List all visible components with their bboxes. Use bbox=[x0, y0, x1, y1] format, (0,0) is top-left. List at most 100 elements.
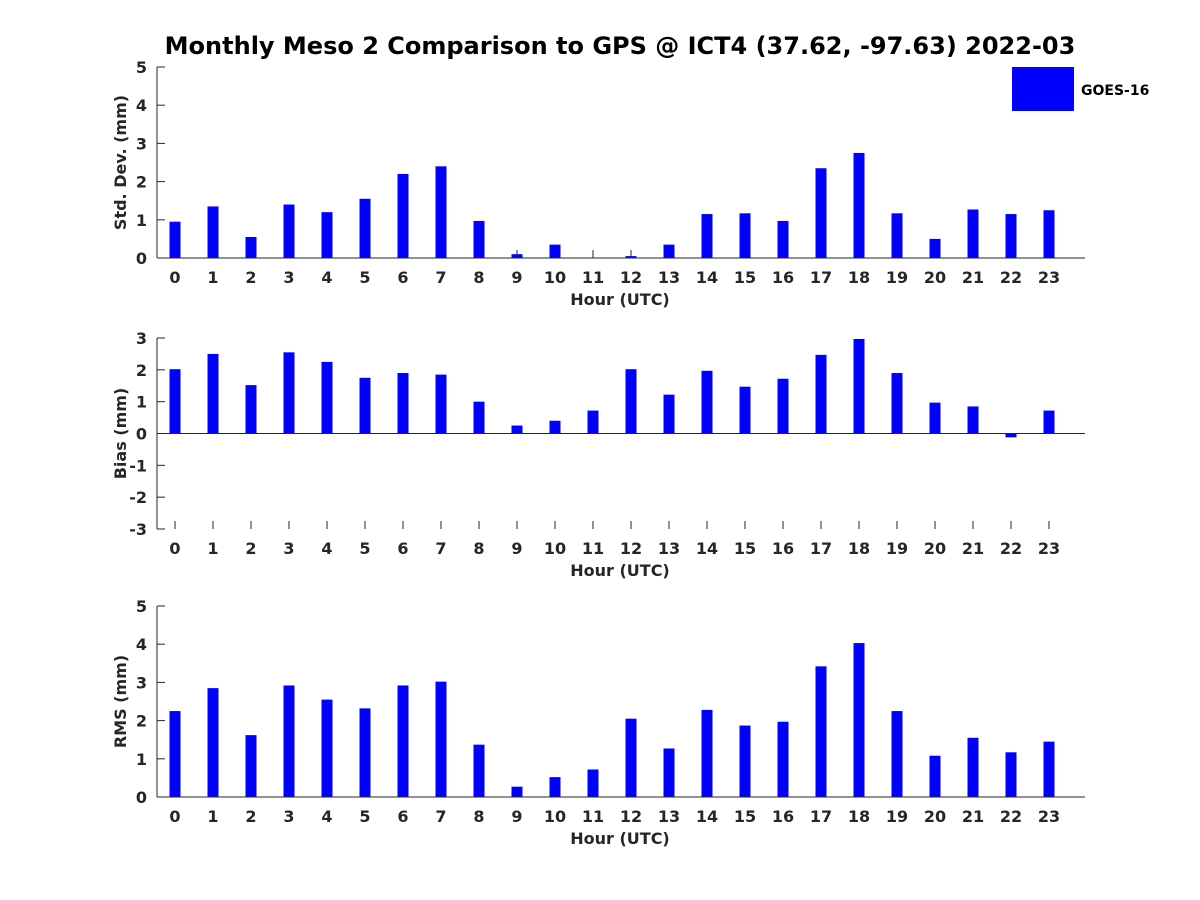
rms-y-axis-label: RMS (mm) bbox=[111, 655, 130, 748]
std-dev-bar-hour-16 bbox=[777, 220, 789, 258]
rms-bar-hour-13 bbox=[663, 748, 675, 797]
std-dev-bar-hour-14 bbox=[701, 214, 713, 258]
bias-xtick-label: 12 bbox=[620, 539, 642, 558]
rms-xtick-label: 10 bbox=[544, 807, 566, 826]
rms-bar-hour-12 bbox=[625, 718, 637, 797]
bias-xtick-label: 23 bbox=[1038, 539, 1060, 558]
std-dev-xtick-label: 2 bbox=[245, 268, 256, 287]
bias-xtick-label: 19 bbox=[886, 539, 908, 558]
rms-xtick-label: 2 bbox=[245, 807, 256, 826]
rms-bar-hour-20 bbox=[929, 755, 941, 797]
bias-bar-hour-2 bbox=[245, 385, 257, 434]
bias-bar-hour-11 bbox=[587, 410, 599, 434]
std-dev-xtick-label: 9 bbox=[511, 268, 522, 287]
rms-xtick-label: 23 bbox=[1038, 807, 1060, 826]
std-dev-xtick-label: 14 bbox=[696, 268, 718, 287]
bias-bar-hour-22 bbox=[1005, 433, 1017, 438]
std-dev-bar-hour-15 bbox=[739, 213, 751, 258]
std-dev-xtick-label: 1 bbox=[207, 268, 218, 287]
rms-bar-hour-11 bbox=[587, 769, 599, 797]
bias-xtick-label: 2 bbox=[245, 539, 256, 558]
rms-ytick-label: 3 bbox=[136, 673, 147, 692]
bias-bar-hour-8 bbox=[473, 401, 485, 434]
std-dev-bar-hour-3 bbox=[283, 204, 295, 258]
std-dev-xtick-label: 16 bbox=[772, 268, 794, 287]
bias-xtick-label: 13 bbox=[658, 539, 680, 558]
rms-bar-hour-21 bbox=[967, 737, 979, 797]
std-dev-bar-hour-21 bbox=[967, 209, 979, 258]
bias-bar-hour-10 bbox=[549, 420, 561, 434]
std-dev-ytick-label: 3 bbox=[136, 134, 147, 153]
rms-bar-hour-9 bbox=[511, 786, 523, 797]
bias-bar-hour-15 bbox=[739, 386, 751, 434]
bias-bar-hour-16 bbox=[777, 378, 789, 434]
rms-xtick-label: 1 bbox=[207, 807, 218, 826]
std-dev-xtick-label: 23 bbox=[1038, 268, 1060, 287]
rms-xtick-label: 17 bbox=[810, 807, 832, 826]
std-dev-y-axis-label: Std. Dev. (mm) bbox=[111, 95, 130, 230]
bias-xtick-label: 11 bbox=[582, 539, 604, 558]
bias-xtick-label: 6 bbox=[397, 539, 408, 558]
rms-bar-hour-18 bbox=[853, 643, 865, 797]
bias-xtick-label: 10 bbox=[544, 539, 566, 558]
legend-swatch-goes-16 bbox=[1012, 67, 1074, 111]
rms-xtick-label: 15 bbox=[734, 807, 756, 826]
std-dev-xtick-label: 11 bbox=[582, 268, 604, 287]
std-dev-xtick-label: 6 bbox=[397, 268, 408, 287]
bias-bar-hour-6 bbox=[397, 373, 409, 434]
bias-xtick-label: 7 bbox=[435, 539, 446, 558]
std-dev-bar-hour-6 bbox=[397, 173, 409, 258]
bias-ytick-label: 1 bbox=[136, 393, 147, 412]
std-dev-xtick-label: 7 bbox=[435, 268, 446, 287]
bias-ytick-label: 0 bbox=[136, 425, 147, 444]
rms-bar-hour-19 bbox=[891, 711, 903, 797]
bias-x-axis-label: Hour (UTC) bbox=[570, 561, 670, 580]
bias-bar-hour-19 bbox=[891, 373, 903, 434]
legend-label-goes-16: GOES-16 bbox=[1081, 83, 1149, 99]
std-dev-bar-hour-0 bbox=[169, 221, 181, 258]
bias-bar-hour-13 bbox=[663, 394, 675, 434]
std-dev-xtick-label: 15 bbox=[734, 268, 756, 287]
bias-bar-hour-1 bbox=[207, 353, 219, 434]
bias-xtick-label: 0 bbox=[169, 539, 180, 558]
std-dev-bar-hour-8 bbox=[473, 220, 485, 258]
bias-xtick-label: 3 bbox=[283, 539, 294, 558]
bias-xtick-label: 16 bbox=[772, 539, 794, 558]
rms-ytick-label: 5 bbox=[136, 597, 147, 616]
rms-ytick-label: 2 bbox=[136, 712, 147, 731]
rms-xtick-label: 13 bbox=[658, 807, 680, 826]
std-dev-xtick-label: 3 bbox=[283, 268, 294, 287]
rms-bar-hour-14 bbox=[701, 709, 713, 797]
std-dev-x-axis-label: Hour (UTC) bbox=[570, 290, 670, 309]
rms-bar-hour-7 bbox=[435, 681, 447, 797]
std-dev-ytick-label: 0 bbox=[136, 249, 147, 268]
bias-xtick-label: 18 bbox=[848, 539, 870, 558]
std-dev-xtick-label: 10 bbox=[544, 268, 566, 287]
rms-bar-hour-3 bbox=[283, 685, 295, 797]
bias-xtick-label: 4 bbox=[321, 539, 332, 558]
bias-bar-hour-7 bbox=[435, 374, 447, 434]
std-dev-bar-hour-2 bbox=[245, 236, 257, 258]
rms-xtick-label: 19 bbox=[886, 807, 908, 826]
bias-xtick-label: 15 bbox=[734, 539, 756, 558]
bias-xtick-label: 21 bbox=[962, 539, 984, 558]
rms-bar-hour-16 bbox=[777, 721, 789, 797]
std-dev-bar-hour-23 bbox=[1043, 210, 1055, 258]
bias-ytick-label: 3 bbox=[136, 329, 147, 348]
rms-bar-hour-5 bbox=[359, 708, 371, 797]
rms-bar-hour-8 bbox=[473, 744, 485, 797]
rms-xtick-label: 14 bbox=[696, 807, 718, 826]
bias-xtick-label: 9 bbox=[511, 539, 522, 558]
rms-xtick-label: 20 bbox=[924, 807, 946, 826]
bias-ytick-label: -2 bbox=[129, 488, 147, 507]
rms-xtick-label: 11 bbox=[582, 807, 604, 826]
std-dev-bar-hour-12 bbox=[625, 256, 637, 258]
rms-bar-hour-23 bbox=[1043, 741, 1055, 797]
bias-bar-hour-23 bbox=[1043, 410, 1055, 434]
std-dev-xtick-label: 4 bbox=[321, 268, 332, 287]
std-dev-xtick-label: 17 bbox=[810, 268, 832, 287]
